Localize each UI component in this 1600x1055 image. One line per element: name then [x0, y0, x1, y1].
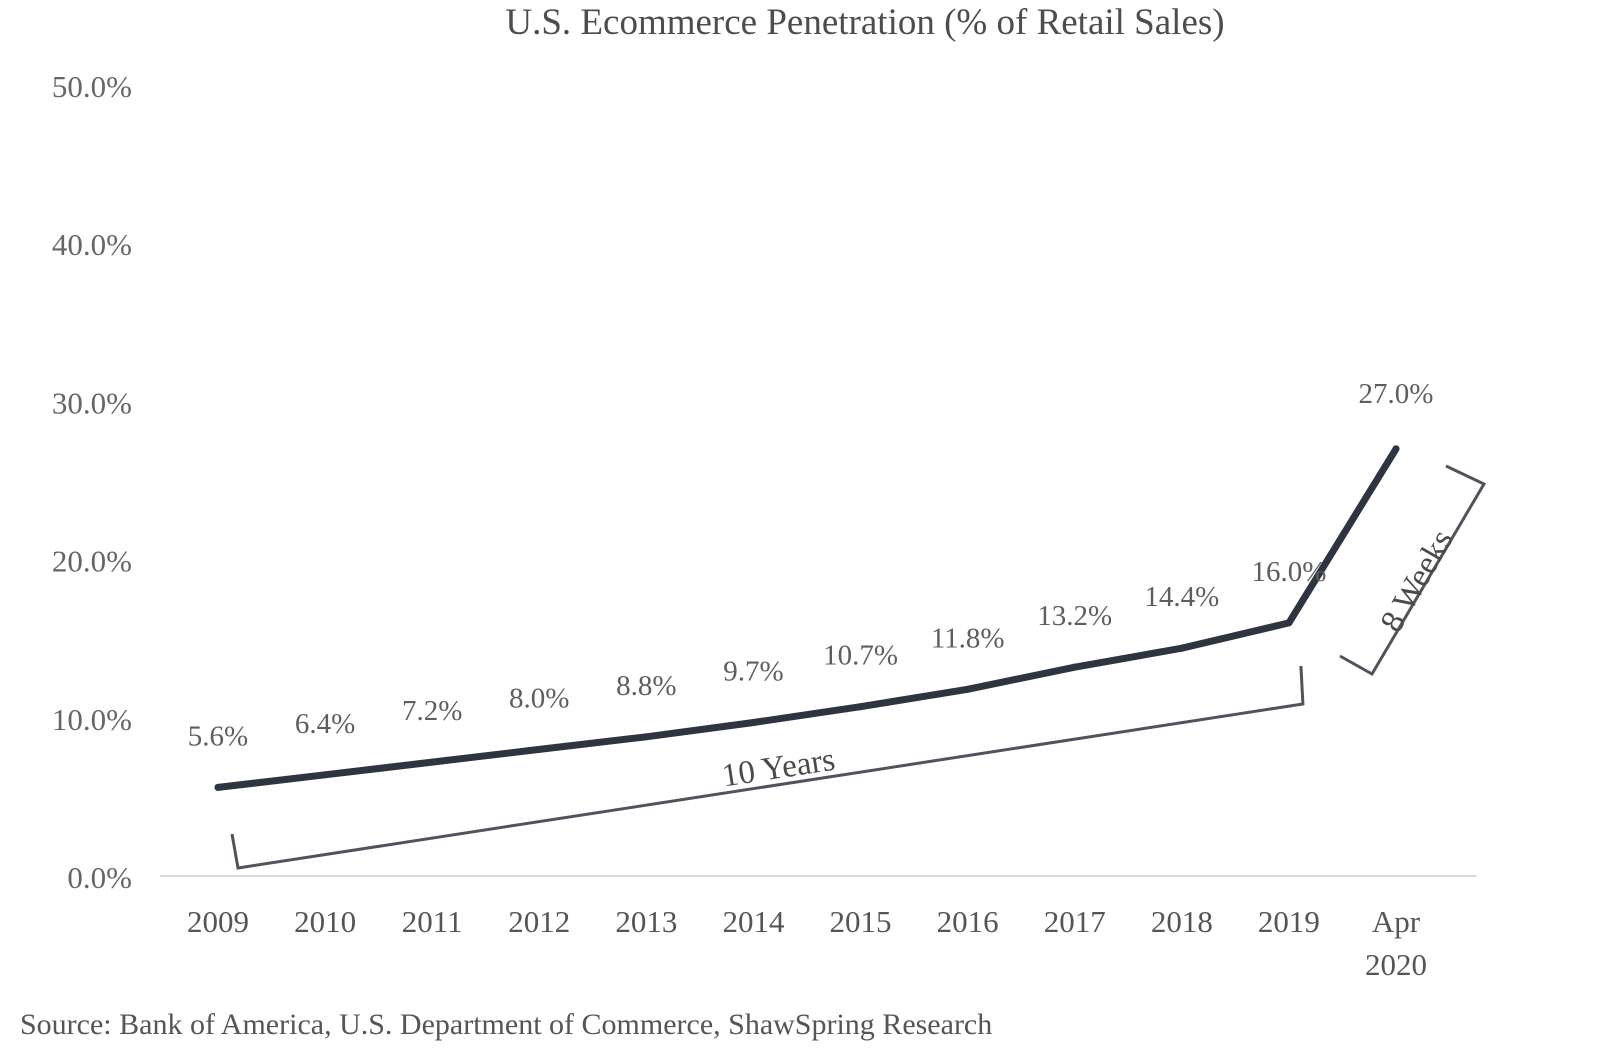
chart-title: U.S. Ecommerce Penetration (% of Retail … — [505, 2, 1224, 43]
x-tick-label: 2009 — [187, 904, 249, 939]
data-label: 7.2% — [402, 695, 462, 727]
x-axis: 2009 2010 2011 2012 2013 2014 2015 2016 2017 2018… — [187, 904, 1427, 982]
y-axis: 0.0% 10.0% 20.0% 30.0% 40.0% 50.0% — [52, 69, 132, 895]
eight-weeks-label: 8 Weeks — [1374, 524, 1461, 638]
eight-weeks-bracket — [1339, 464, 1487, 677]
y-tick-label: 40.0% — [52, 227, 132, 262]
data-label: 10.7% — [823, 640, 898, 672]
data-point — [1071, 663, 1079, 671]
data-point — [964, 685, 972, 693]
x-tick-label: 2012 — [508, 904, 570, 939]
data-label: 27.0% — [1359, 378, 1434, 410]
y-tick-label: 50.0% — [52, 69, 132, 104]
ten-years-label: 10 Years — [720, 742, 838, 795]
data-label: 11.8% — [931, 622, 1005, 654]
y-tick-label: 10.0% — [52, 702, 132, 737]
source-note: Source: Bank of America, U.S. Department… — [20, 1008, 993, 1041]
data-point — [642, 733, 650, 741]
y-tick-label: 0.0% — [67, 860, 132, 895]
data-label: 8.8% — [616, 670, 676, 702]
data-point — [857, 703, 865, 711]
data-label: 16.0% — [1251, 556, 1326, 588]
data-point — [1178, 644, 1186, 652]
series-line — [214, 445, 1400, 791]
data-label: 9.7% — [723, 656, 783, 688]
x-tick-label: 2016 — [937, 904, 999, 939]
data-point — [321, 771, 329, 779]
data-point — [428, 758, 436, 766]
x-tick-label: 2010 — [294, 904, 356, 939]
y-tick-label: 30.0% — [52, 385, 132, 420]
x-tick-label: 2019 — [1258, 904, 1320, 939]
data-label: 8.0% — [509, 682, 569, 714]
data-point — [214, 783, 222, 791]
data-labels: 5.6% 6.4% 7.2% 8.0% 8.8% 9.7% 10.7% 11.8% 13.2% 1… — [188, 378, 1434, 753]
ten-years-bracket — [230, 665, 1305, 870]
data-point — [535, 745, 543, 753]
data-label: 6.4% — [295, 708, 355, 740]
data-point — [749, 719, 757, 727]
x-tick-label: 2013 — [615, 904, 677, 939]
x-tick-label: 2017 — [1044, 904, 1106, 939]
x-tick-label: 2018 — [1151, 904, 1213, 939]
x-tick-label: Apr — [1372, 904, 1421, 939]
chart: U.S. Ecommerce Penetration (% of Retail … — [52, 2, 1487, 982]
y-tick-label: 20.0% — [52, 544, 132, 579]
data-point — [1392, 445, 1400, 453]
x-tick-label: 2014 — [722, 904, 785, 939]
x-tick-label: 2011 — [402, 904, 463, 939]
x-tick-label: 2020 — [1365, 947, 1427, 982]
data-label: 14.4% — [1144, 581, 1219, 613]
data-point — [1285, 619, 1293, 627]
series-points — [214, 445, 1400, 791]
data-label: 13.2% — [1037, 600, 1112, 632]
data-label: 5.6% — [188, 720, 248, 752]
x-tick-label: 2015 — [830, 904, 892, 939]
